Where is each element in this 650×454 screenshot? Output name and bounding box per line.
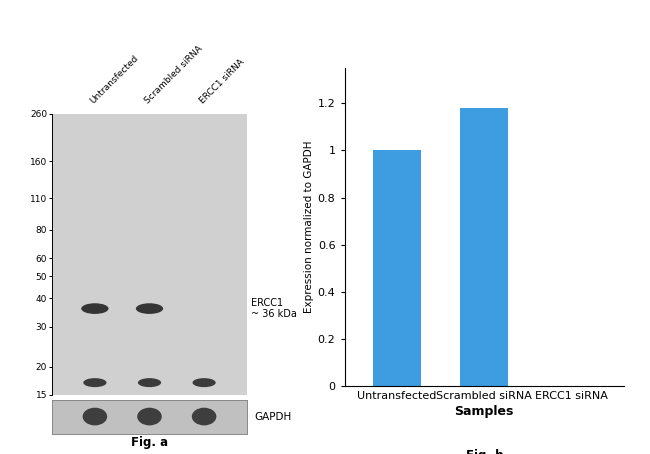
Ellipse shape bbox=[136, 303, 163, 314]
Text: Fig. a: Fig. a bbox=[131, 436, 168, 449]
Ellipse shape bbox=[137, 408, 162, 425]
Ellipse shape bbox=[192, 378, 216, 387]
Ellipse shape bbox=[81, 303, 109, 314]
Y-axis label: Expression normalized to GAPDH: Expression normalized to GAPDH bbox=[304, 141, 313, 313]
Ellipse shape bbox=[83, 378, 107, 387]
X-axis label: Samples: Samples bbox=[454, 405, 514, 418]
Bar bbox=[460, 108, 508, 386]
Ellipse shape bbox=[192, 408, 216, 425]
Text: Fig. b: Fig. b bbox=[465, 449, 503, 454]
Text: GAPDH: GAPDH bbox=[255, 411, 292, 422]
Text: Untransfected: Untransfected bbox=[88, 53, 140, 105]
Bar bbox=[373, 150, 421, 386]
Ellipse shape bbox=[138, 378, 161, 387]
Text: ERCC1 siRNA: ERCC1 siRNA bbox=[198, 57, 246, 105]
Ellipse shape bbox=[83, 408, 107, 425]
Text: Scrambled siRNA: Scrambled siRNA bbox=[143, 44, 205, 105]
Text: ERCC1
~ 36 kDa: ERCC1 ~ 36 kDa bbox=[251, 298, 297, 320]
